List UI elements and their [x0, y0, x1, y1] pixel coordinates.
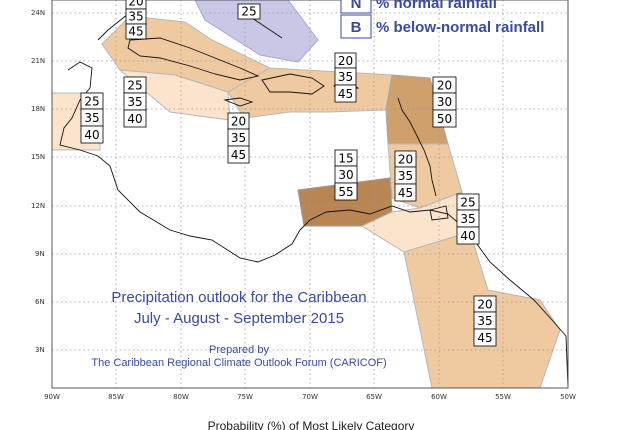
- box-value: 45: [477, 331, 492, 345]
- box-value: 20: [338, 54, 353, 68]
- box-value: 35: [398, 169, 413, 183]
- region-western-caribbean: [118, 69, 231, 121]
- box-value: 30: [338, 168, 353, 182]
- coast-trinidad: [429, 205, 449, 221]
- latitude-labels: 24N 21N 18N 15N 12N 9N 6N 3N: [31, 9, 45, 354]
- lon-label: 70W: [302, 393, 318, 401]
- lat-label: 6N: [35, 298, 45, 306]
- probability-box: 20 35 45: [394, 150, 417, 202]
- map-title: Precipitation outlook for the Caribbean: [111, 289, 366, 306]
- box-value: 25: [241, 5, 256, 19]
- axis-title: Probability (%) of Most Likely Category: [208, 419, 415, 430]
- lon-label: 55W: [495, 393, 511, 401]
- lon-label: 75W: [237, 393, 253, 401]
- legend-key-box: [340, 0, 372, 14]
- box-value: 35: [460, 212, 475, 226]
- box-value: 20: [231, 115, 246, 129]
- lon-label: 85W: [108, 393, 124, 401]
- box-value: 25: [84, 95, 99, 109]
- box-value: 20: [398, 153, 413, 167]
- probability-box: 15 30 55: [334, 149, 358, 201]
- longitude-labels: 90W 85W 80W 75W 70W 65W 60W 55W 50W: [44, 393, 576, 401]
- map-subtitle: July - August - September 2015: [134, 310, 344, 327]
- box-value: 40: [460, 229, 475, 243]
- lat-label: 24N: [31, 9, 45, 17]
- graticule: [52, 0, 568, 388]
- legend-text: % below-normal rainfall: [376, 19, 544, 36]
- legend-text: % normal rainfall: [376, 0, 497, 12]
- lat-label: 18N: [31, 105, 45, 113]
- lon-label: 65W: [366, 393, 382, 401]
- box-value: 50: [437, 112, 452, 126]
- box-value: 35: [231, 131, 246, 145]
- lat-label: 9N: [35, 250, 45, 258]
- probability-box: 25 35 40: [456, 193, 480, 245]
- lon-label: 80W: [173, 393, 189, 401]
- box-value: 40: [84, 128, 99, 142]
- box-value: 25: [127, 79, 142, 93]
- box-value: 25: [460, 196, 475, 210]
- lat-label: 3N: [35, 346, 45, 354]
- legend-key: N: [351, 0, 362, 12]
- probability-box: 25: [237, 3, 261, 20]
- box-value: 15: [338, 152, 353, 166]
- box-value: 40: [127, 112, 142, 126]
- probability-boxes: 20 35 45 25 20 35 45 25 35 40: [80, 0, 497, 347]
- lat-label: 12N: [31, 202, 45, 210]
- probability-box: 20 35 45: [473, 295, 497, 347]
- box-value: 35: [84, 111, 99, 125]
- coast-cuba: [127, 37, 260, 81]
- lat-label: 15N: [31, 153, 45, 161]
- box-value: 35: [477, 314, 492, 328]
- coast-lesser-antilles: [397, 97, 437, 197]
- credit-organization: The Caribbean Regional Climate Outlook F…: [91, 357, 386, 369]
- legend-key: B: [351, 19, 362, 36]
- coast-hispaniola: [261, 73, 325, 95]
- box-value: 35: [127, 95, 142, 109]
- probability-box: 20 35 45: [125, 0, 147, 40]
- box-value: 55: [338, 185, 353, 199]
- box-value: 20: [477, 298, 492, 312]
- coast-jamaica: [223, 97, 254, 107]
- coast-south-america-north: [299, 205, 569, 389]
- box-value: 45: [398, 186, 413, 200]
- probability-box: 25 35 40: [123, 76, 147, 128]
- box-value: 45: [231, 148, 246, 162]
- lat-label: 21N: [31, 57, 45, 65]
- probability-box: 25 35 40: [80, 92, 104, 144]
- map-legend: N % normal rainfall B % below-normal rai…: [340, 0, 544, 39]
- probability-box: 20 35 45: [227, 112, 250, 164]
- box-value: 20: [128, 0, 143, 9]
- legend-key-box: [340, 14, 372, 39]
- map-frame: [51, 0, 569, 389]
- probability-box: 20 35 45: [334, 52, 357, 103]
- box-value: 35: [128, 10, 143, 24]
- box-value: 45: [338, 87, 353, 101]
- credit-prepared-by: Prepared by: [209, 344, 269, 356]
- box-value: 35: [338, 70, 353, 84]
- lon-label: 50W: [560, 393, 576, 401]
- lon-label: 90W: [44, 393, 60, 401]
- coast-yucatan-central-america: [59, 61, 301, 263]
- probability-box: 20 30 50: [432, 76, 457, 128]
- lon-label: 60W: [431, 393, 447, 401]
- box-value: 45: [128, 25, 143, 39]
- box-value: 30: [437, 95, 452, 109]
- box-value: 20: [437, 79, 452, 93]
- region-bahamas-normal: [194, 0, 319, 63]
